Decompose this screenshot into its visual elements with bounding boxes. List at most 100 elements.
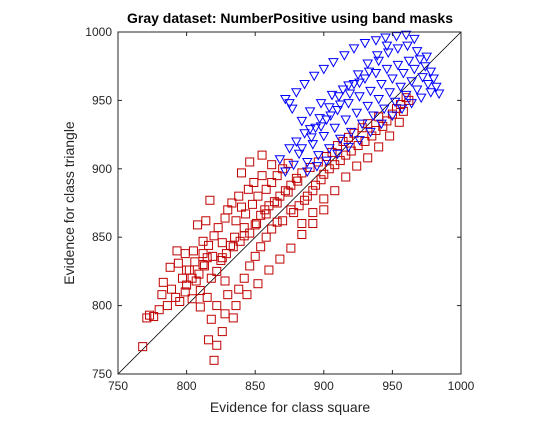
data-point-square bbox=[245, 228, 255, 238]
data-point-triangle bbox=[391, 32, 402, 42]
data-point-triangle bbox=[288, 160, 299, 171]
data-point-triangle bbox=[301, 157, 313, 168]
data-point-square bbox=[195, 302, 205, 312]
data-point-square bbox=[267, 224, 277, 234]
data-point-triangle bbox=[396, 104, 408, 115]
data-point-triangle bbox=[381, 64, 393, 75]
data-point-square bbox=[165, 262, 175, 272]
data-point-square bbox=[335, 156, 345, 166]
data-point-square bbox=[291, 173, 301, 183]
data-point-square bbox=[311, 180, 321, 190]
data-point-triangle bbox=[373, 95, 385, 105]
data-point-triangle bbox=[415, 93, 427, 104]
data-point-triangle bbox=[332, 149, 343, 160]
data-point-triangle bbox=[354, 92, 365, 102]
data-point-triangle bbox=[408, 64, 420, 75]
data-point-square bbox=[341, 172, 351, 182]
diagonal-line bbox=[117, 31, 462, 375]
data-point-square bbox=[316, 175, 326, 185]
data-point-square bbox=[202, 292, 212, 302]
data-point-triangle bbox=[334, 100, 346, 111]
data-point-square bbox=[236, 168, 246, 178]
data-point-triangle bbox=[344, 89, 356, 100]
y-tick-label: 850 bbox=[92, 230, 112, 244]
data-point-triangle bbox=[284, 99, 295, 109]
data-point-square bbox=[157, 290, 167, 300]
data-point-square bbox=[212, 301, 222, 311]
data-point-square bbox=[272, 217, 282, 227]
data-point-triangle bbox=[293, 149, 305, 160]
data-point-square bbox=[182, 265, 192, 275]
data-point-triangle bbox=[414, 55, 426, 65]
y-tick-label: 750 bbox=[92, 367, 112, 381]
data-point-triangle bbox=[406, 99, 417, 109]
data-point-triangle bbox=[286, 104, 298, 115]
data-point-square bbox=[261, 232, 271, 242]
data-point-triangle bbox=[325, 111, 337, 121]
chart-title: Gray dataset: NumberPositive using band … bbox=[127, 10, 453, 26]
data-point-square bbox=[363, 119, 373, 129]
data-point-square bbox=[249, 177, 259, 187]
data-point-square bbox=[278, 164, 288, 174]
data-point-square bbox=[319, 194, 329, 204]
data-point-square bbox=[264, 265, 274, 275]
data-point-square bbox=[247, 199, 257, 209]
data-point-square bbox=[286, 205, 296, 215]
x-tick-label: 750 bbox=[108, 379, 128, 393]
data-point-triangle bbox=[389, 97, 401, 108]
data-point-triangle bbox=[328, 58, 339, 68]
data-point-triangle bbox=[400, 30, 412, 41]
data-point-square bbox=[297, 219, 307, 229]
data-point-triangle bbox=[343, 99, 354, 109]
data-point-square bbox=[286, 243, 296, 253]
data-point-square bbox=[308, 208, 318, 218]
data-point-square bbox=[234, 284, 244, 294]
series-square bbox=[138, 93, 414, 365]
data-point-square bbox=[216, 255, 226, 265]
data-point-square bbox=[172, 246, 182, 256]
data-point-triangle bbox=[284, 144, 295, 154]
diagonal-layer bbox=[117, 31, 462, 375]
data-point-square bbox=[175, 296, 185, 306]
data-point-triangle bbox=[382, 48, 394, 59]
data-point-square bbox=[319, 205, 329, 215]
data-point-square bbox=[180, 287, 190, 297]
series-triangle-down bbox=[274, 30, 445, 178]
data-point-triangle bbox=[352, 70, 364, 80]
data-point-square bbox=[253, 191, 263, 201]
data-point-triangle bbox=[354, 136, 365, 146]
data-point-square bbox=[227, 198, 237, 208]
data-point-triangle bbox=[315, 99, 327, 109]
data-point-square bbox=[239, 273, 249, 283]
data-point-square bbox=[245, 261, 255, 271]
data-point-square bbox=[394, 117, 404, 127]
data-point-square bbox=[228, 242, 238, 252]
data-point-square bbox=[231, 216, 241, 226]
data-point-square bbox=[283, 158, 293, 168]
data-point-triangle bbox=[304, 125, 316, 135]
data-point-triangle bbox=[398, 69, 409, 79]
data-point-triangle bbox=[406, 77, 417, 87]
data-point-triangle bbox=[334, 134, 346, 145]
data-point-triangle bbox=[387, 111, 398, 121]
data-point-triangle bbox=[400, 90, 412, 101]
data-point-square bbox=[261, 209, 271, 219]
data-point-triangle bbox=[321, 115, 332, 126]
data-point-square bbox=[212, 266, 222, 276]
data-point-triangle bbox=[367, 111, 379, 121]
data-point-square bbox=[250, 251, 260, 261]
data-point-square bbox=[382, 116, 392, 126]
data-point-square bbox=[283, 187, 293, 197]
x-tick-label: 900 bbox=[314, 379, 334, 393]
data-point-square bbox=[187, 273, 197, 283]
data-point-square bbox=[293, 176, 303, 186]
data-point-triangle bbox=[323, 144, 335, 154]
data-point-triangle bbox=[280, 95, 291, 105]
data-point-square bbox=[241, 209, 251, 219]
data-point-triangle bbox=[308, 71, 320, 82]
data-point-triangle bbox=[359, 38, 371, 49]
data-point-triangle bbox=[411, 85, 423, 95]
data-point-triangle bbox=[392, 60, 404, 71]
y-tick-label: 800 bbox=[92, 299, 112, 313]
